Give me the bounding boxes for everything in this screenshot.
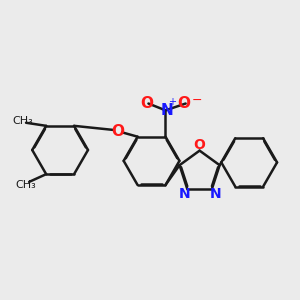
Text: O: O (140, 96, 153, 111)
Text: O: O (178, 96, 190, 111)
Text: N: N (178, 187, 190, 201)
Text: CH₃: CH₃ (16, 180, 36, 190)
Text: −: − (192, 94, 203, 107)
Text: N: N (209, 187, 221, 201)
Text: CH₃: CH₃ (12, 116, 33, 126)
Text: O: O (194, 138, 206, 152)
Text: O: O (111, 124, 124, 139)
Text: +: + (168, 97, 176, 107)
Text: N: N (161, 103, 173, 118)
